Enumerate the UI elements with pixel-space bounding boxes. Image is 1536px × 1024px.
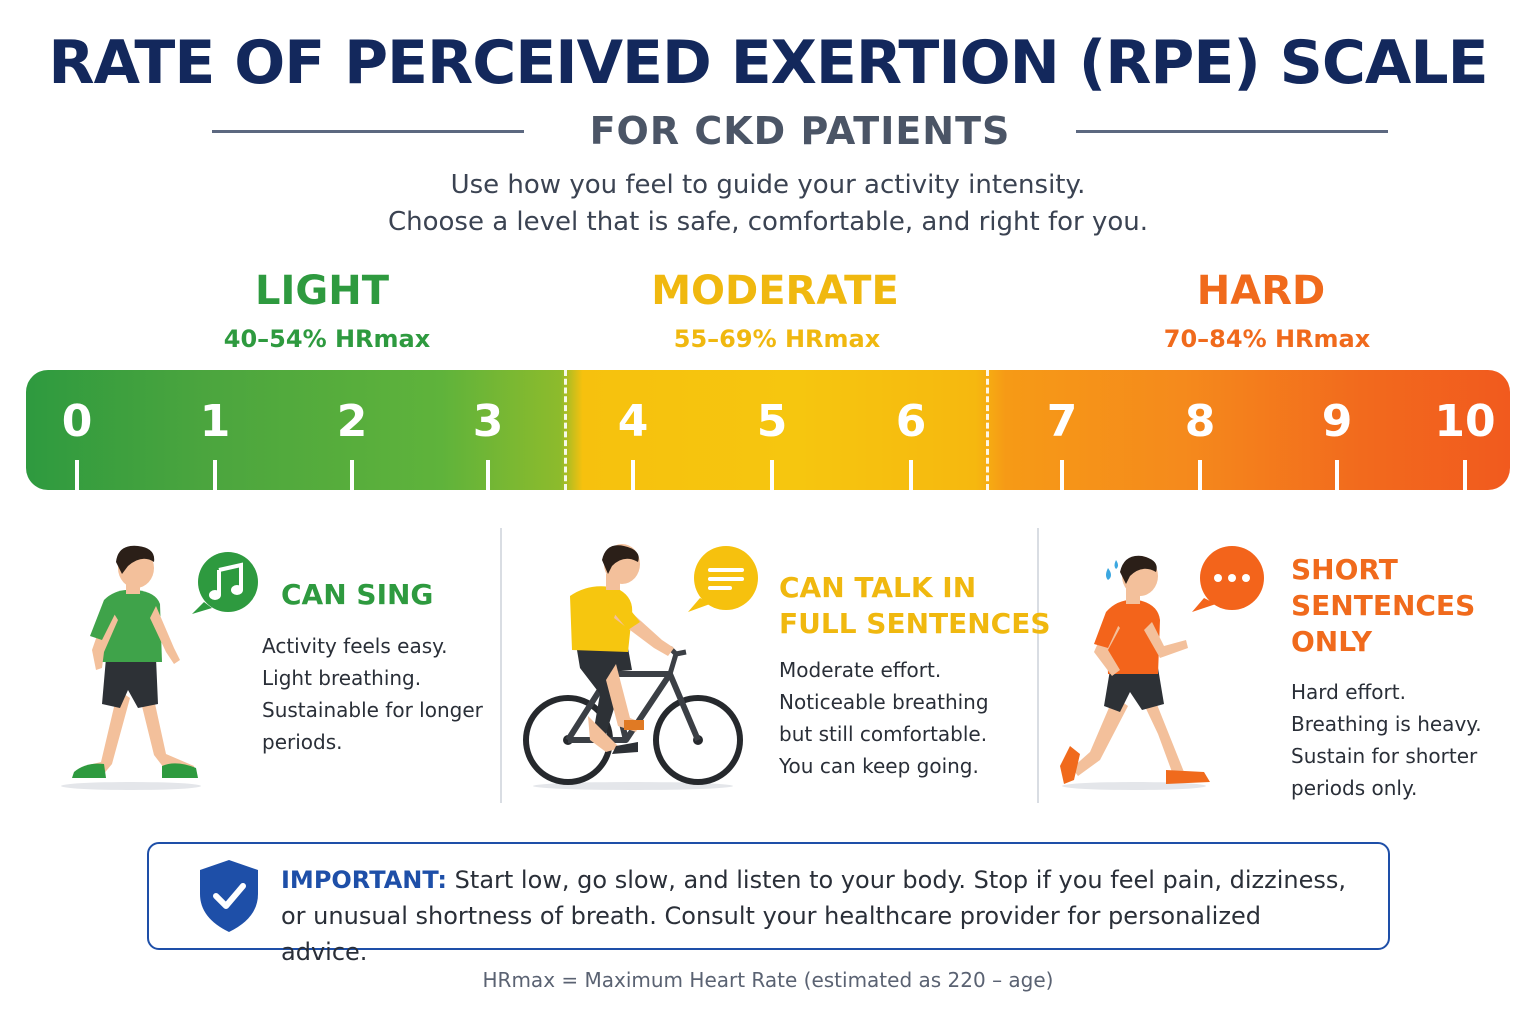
important-message: Start low, go slow, and listen to your b… xyxy=(281,866,1346,966)
panel-light-line: periods. xyxy=(262,730,343,754)
zone-moderate-name: MODERATE xyxy=(651,268,899,314)
page-title: RATE OF PERCEIVED EXERTION (RPE) SCALE xyxy=(48,28,1488,98)
panel-moderate-caption: CAN TALK IN FULL SENTENCES xyxy=(779,570,1051,642)
scale-tick xyxy=(350,460,354,490)
scale-tick xyxy=(1198,460,1202,490)
panel-separator-1 xyxy=(500,528,502,803)
scale-number-3: 3 xyxy=(472,396,504,447)
panel-moderate-line: but still comfortable. xyxy=(779,722,988,746)
text-lines-icon xyxy=(688,546,758,612)
panel-hard-line: Sustain for shorter xyxy=(1291,744,1478,768)
zone-divider-2 xyxy=(986,370,989,490)
scale-number-10: 10 xyxy=(1434,396,1496,447)
panel-hard-caption: SHORT SENTENCES ONLY xyxy=(1291,552,1475,660)
zone-hard-name: HARD xyxy=(1196,268,1326,314)
subtitle-rule-right xyxy=(1075,129,1388,133)
subtitle-rule-left xyxy=(212,129,524,133)
zone-divider-1 xyxy=(564,370,567,490)
subtitle-row: FOR CKD PATIENTS xyxy=(212,106,1388,156)
panel-moderate-line: Noticeable breathing xyxy=(779,690,989,714)
scale-tick xyxy=(909,460,913,490)
zone-hard-hr: 70–84% HRmax xyxy=(1163,325,1371,353)
page-subtitle: FOR CKD PATIENTS xyxy=(589,109,1011,153)
scale-number-8: 8 xyxy=(1184,396,1216,447)
scale-tick xyxy=(1060,460,1064,490)
scale-tick xyxy=(75,460,79,490)
footnote: HRmax = Maximum Heart Rate (estimated as… xyxy=(482,968,1054,992)
zone-moderate-hr: 55–69% HRmax xyxy=(673,325,881,353)
intro-line-1: Use how you feel to guide your activity … xyxy=(450,170,1086,200)
panel-light-line: Sustainable for longer xyxy=(262,698,483,722)
intro-line-2: Choose a level that is safe, comfortable… xyxy=(387,207,1149,237)
shield-check-icon xyxy=(200,860,258,932)
panel-moderate-line: Moderate effort. xyxy=(779,658,942,682)
panel-light-description: Activity feels easy. Light breathing. Su… xyxy=(262,630,492,758)
scale-tick xyxy=(486,460,490,490)
scale-number-7: 7 xyxy=(1046,396,1078,447)
cyclist-icon xyxy=(523,544,743,790)
scale-number-4: 4 xyxy=(617,396,649,447)
scale-number-6: 6 xyxy=(895,396,927,447)
panel-separator-2 xyxy=(1037,528,1039,803)
panel-hard-line: periods only. xyxy=(1291,776,1418,800)
panel-hard-caption-line: ONLY xyxy=(1291,625,1372,658)
important-label: IMPORTANT: xyxy=(281,866,448,894)
zone-light-name: LIGHT xyxy=(255,268,389,314)
panel-moderate-description: Moderate effort. Noticeable breathing bu… xyxy=(779,654,1009,782)
rpe-scale-bar: 0 1 2 3 4 5 6 7 8 9 10 xyxy=(26,370,1510,490)
panel-moderate-line: You can keep going. xyxy=(779,754,979,778)
panel-hard-line: Hard effort. xyxy=(1291,680,1406,704)
panel-hard-caption-line: SHORT xyxy=(1291,553,1398,586)
panel-hard-description: Hard effort. Breathing is heavy. Sustain… xyxy=(1291,676,1521,804)
ellipsis-icon xyxy=(1192,546,1264,612)
important-notice-text: IMPORTANT: Start low, go slow, and liste… xyxy=(281,862,1351,970)
scale-tick xyxy=(1463,460,1467,490)
scale-tick xyxy=(631,460,635,490)
walking-person-icon xyxy=(61,545,201,790)
scale-number-9: 9 xyxy=(1321,396,1353,447)
panel-light-line: Activity feels easy. xyxy=(262,634,448,658)
panel-moderate-caption-line: CAN TALK IN xyxy=(779,571,977,604)
panel-light-caption: CAN SING xyxy=(281,578,434,611)
important-notice-box xyxy=(147,842,1390,950)
scale-number-5: 5 xyxy=(756,396,788,447)
scale-number-2: 2 xyxy=(336,396,368,447)
scale-number-0: 0 xyxy=(61,396,93,447)
scale-number-1: 1 xyxy=(199,396,231,447)
scale-tick xyxy=(770,460,774,490)
panel-light-line: Light breathing. xyxy=(262,666,422,690)
zone-light-hr: 40–54% HRmax xyxy=(223,325,431,353)
scale-tick xyxy=(213,460,217,490)
panel-moderate-caption-line: FULL SENTENCES xyxy=(779,607,1051,640)
panel-hard-caption-line: SENTENCES xyxy=(1291,589,1476,622)
panel-hard-line: Breathing is heavy. xyxy=(1291,712,1482,736)
music-note-icon xyxy=(192,552,258,614)
scale-tick xyxy=(1335,460,1339,490)
runner-icon xyxy=(1060,555,1210,790)
